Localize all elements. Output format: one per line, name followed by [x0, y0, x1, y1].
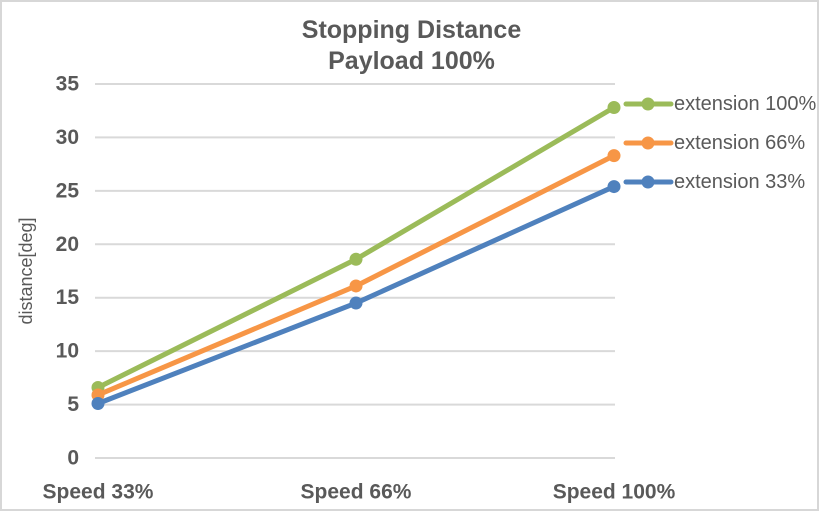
legend-marker-dot-extension-33: [641, 175, 655, 189]
x-tick-label-2: Speed 100%: [553, 481, 676, 504]
y-tick-label-30: 30: [56, 126, 79, 149]
x-tick-label-0: Speed 33%: [43, 481, 154, 504]
y-tick-label-15: 15: [56, 286, 80, 309]
legend-label-extension-100: extension 100%: [674, 93, 817, 115]
series-marker-extension-66-1: [349, 279, 363, 293]
legend-label-extension-33: extension 33%: [674, 171, 805, 193]
series-marker-extension-33-2: [607, 180, 621, 194]
series-marker-extension-100-2: [607, 101, 621, 115]
x-tick-label-1: Speed 66%: [301, 481, 412, 504]
legend-marker-dot-extension-66: [641, 136, 655, 150]
series-line-extension-33: [95, 184, 617, 407]
series-marker-extension-33-1: [349, 296, 363, 310]
series-marker-extension-33-0: [91, 397, 105, 411]
legend-label-extension-66: extension 66%: [674, 132, 805, 154]
series-marker-extension-100-1: [349, 252, 363, 266]
y-tick-label-5: 5: [67, 393, 79, 416]
y-tick-label-35: 35: [56, 73, 80, 96]
series-marker-extension-66-2: [607, 149, 621, 163]
legend-marker-dot-extension-100: [641, 97, 655, 111]
y-tick-label-20: 20: [56, 233, 79, 256]
y-tick-label-25: 25: [56, 179, 80, 202]
y-axis-title: distance[deg]: [16, 217, 36, 324]
series-line-extension-100: [95, 105, 617, 390]
y-tick-label-10: 10: [56, 340, 79, 363]
y-tick-label-0: 0: [67, 447, 79, 470]
